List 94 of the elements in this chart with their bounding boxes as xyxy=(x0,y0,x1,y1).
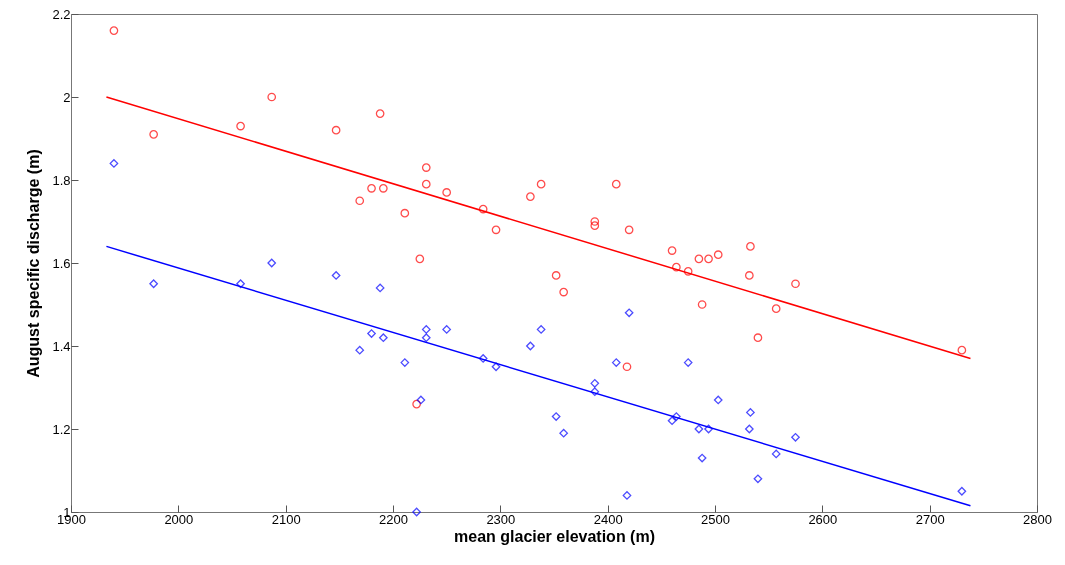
point xyxy=(746,408,755,417)
point xyxy=(672,412,681,421)
point xyxy=(149,130,158,139)
point xyxy=(149,279,158,289)
point xyxy=(611,179,621,189)
point xyxy=(491,362,501,372)
point xyxy=(378,183,388,193)
point xyxy=(704,424,713,434)
point xyxy=(551,412,561,421)
point xyxy=(375,109,385,118)
point xyxy=(536,179,546,189)
point xyxy=(536,325,546,334)
point xyxy=(421,179,431,189)
point xyxy=(704,254,713,264)
point xyxy=(442,188,452,197)
point xyxy=(416,395,426,405)
point xyxy=(590,387,600,397)
point xyxy=(611,358,621,367)
point xyxy=(551,271,561,280)
x-tick-label: 2000 xyxy=(164,511,194,527)
x-tick-label: 2400 xyxy=(593,511,623,527)
point xyxy=(400,358,410,367)
point xyxy=(791,279,800,289)
point xyxy=(667,246,677,255)
point xyxy=(412,507,421,517)
point xyxy=(753,333,763,343)
point xyxy=(683,266,693,276)
point xyxy=(415,254,425,264)
point xyxy=(421,333,431,343)
y-tick-label: 2.2 xyxy=(52,6,71,22)
point xyxy=(478,354,488,363)
y-tick-label: 1.8 xyxy=(52,172,71,188)
point xyxy=(378,333,388,343)
point xyxy=(491,225,501,235)
point xyxy=(400,208,410,218)
point xyxy=(694,424,704,434)
point xyxy=(367,183,376,193)
point xyxy=(622,362,632,372)
x-tick-label: 2800 xyxy=(1023,511,1052,527)
point xyxy=(331,271,341,280)
point xyxy=(559,428,569,438)
x-tick-label: 2500 xyxy=(701,511,730,527)
point xyxy=(355,345,365,355)
point xyxy=(744,271,754,280)
point xyxy=(713,395,723,405)
point xyxy=(526,192,535,201)
point xyxy=(697,453,707,463)
y-axis-title: August specific discharge (m) xyxy=(25,149,43,378)
point xyxy=(672,262,681,272)
point xyxy=(355,196,365,206)
point xyxy=(590,378,600,388)
point xyxy=(744,424,754,434)
point xyxy=(957,345,967,355)
point xyxy=(236,121,245,131)
point xyxy=(791,432,800,442)
x-tick-label: 2100 xyxy=(271,511,301,527)
x-tick-label: 2700 xyxy=(915,511,945,527)
y-tick-label: 1.4 xyxy=(52,338,71,354)
point xyxy=(753,474,763,484)
y-tick-label: 1.6 xyxy=(52,255,71,271)
point xyxy=(442,325,452,334)
point xyxy=(526,341,535,351)
point xyxy=(267,92,277,102)
y-tick-label: 1.2 xyxy=(52,421,71,437)
point xyxy=(697,300,707,309)
point xyxy=(375,283,385,293)
x-tick-label: 2300 xyxy=(486,511,516,527)
y-tick-label: 2 xyxy=(63,89,71,105)
point xyxy=(746,242,755,251)
point xyxy=(694,254,704,264)
point xyxy=(331,125,341,135)
point xyxy=(109,26,119,35)
point xyxy=(367,329,376,338)
point xyxy=(771,449,781,459)
point xyxy=(478,204,488,214)
x-axis-title: mean glacier elevation (m) xyxy=(454,527,655,545)
point xyxy=(624,308,634,318)
point xyxy=(590,221,600,230)
point xyxy=(624,225,634,235)
point xyxy=(559,287,569,297)
point xyxy=(236,279,245,289)
point xyxy=(667,416,677,426)
point xyxy=(622,491,632,500)
x-tick-label: 2200 xyxy=(379,511,408,527)
point xyxy=(267,258,277,268)
point xyxy=(771,304,781,313)
point xyxy=(713,250,723,260)
point xyxy=(421,325,431,334)
point xyxy=(109,159,119,168)
point xyxy=(683,358,693,367)
point xyxy=(957,486,967,496)
point xyxy=(421,163,431,172)
x-tick-label: 2600 xyxy=(808,511,838,527)
point xyxy=(590,217,600,226)
